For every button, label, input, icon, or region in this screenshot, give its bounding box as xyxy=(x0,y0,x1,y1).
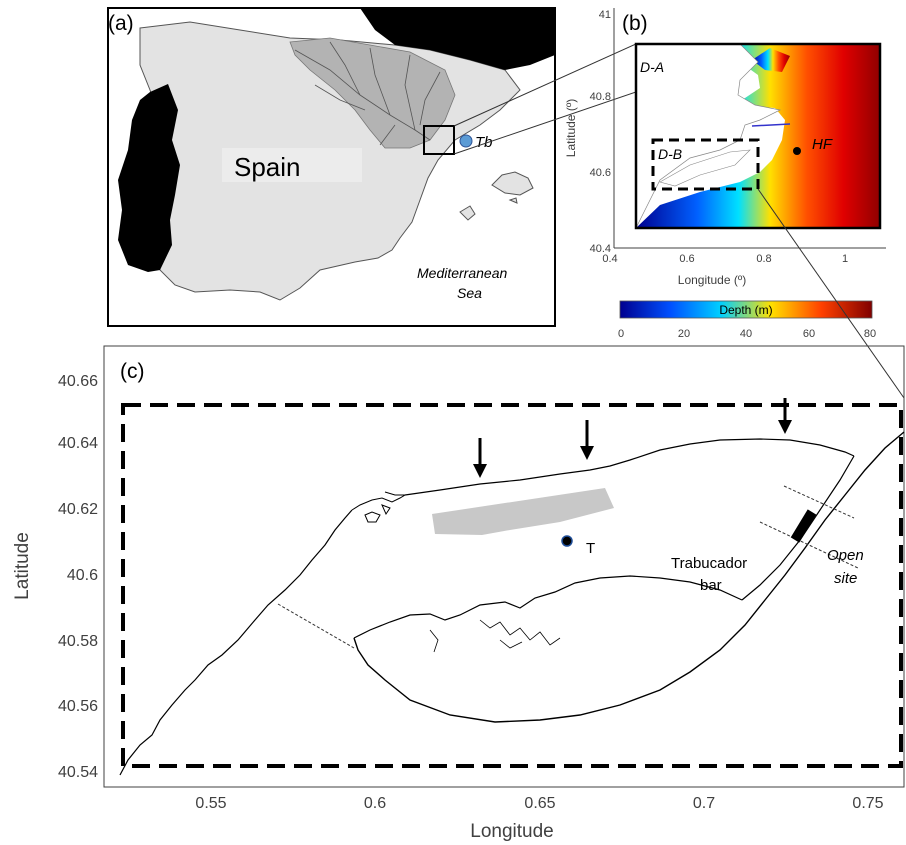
tb-marker xyxy=(459,134,473,148)
down-arrow-icon xyxy=(778,398,792,434)
trabucador-label-line2: bar xyxy=(700,577,722,594)
study-area-box xyxy=(423,125,455,155)
x-tick: 0.4 xyxy=(602,253,617,265)
colorbar-tick: 80 xyxy=(864,328,876,340)
panel-c-axes xyxy=(103,345,905,788)
panel-a-label: (a) xyxy=(108,12,134,35)
colorbar-tick: 40 xyxy=(740,328,752,340)
domain-a-box xyxy=(634,42,882,230)
mainland-coastline xyxy=(119,509,353,776)
y-tick: 40.54 xyxy=(58,764,98,781)
ebro-basin xyxy=(289,37,456,149)
x-tick: 0.6 xyxy=(679,253,694,265)
point-t-label: T xyxy=(586,540,595,557)
x-tick: 0.55 xyxy=(195,795,226,812)
x-tick: 1 xyxy=(842,253,848,265)
panel-c-xlabel: Longitude xyxy=(470,821,553,842)
panel-a-frame xyxy=(107,7,556,327)
portugal-landmass xyxy=(118,84,180,272)
domain-b-extent-box xyxy=(121,403,903,768)
x-tick: 0.65 xyxy=(524,795,555,812)
connector-a-b-top xyxy=(453,43,637,127)
open-site-segment xyxy=(790,509,817,543)
section-line-west xyxy=(277,603,355,649)
panel-a-map: Tb Spain Mediterranean Sea (a) xyxy=(107,7,556,327)
y-tick: 40.64 xyxy=(58,435,98,452)
section-line-east-2 xyxy=(759,521,859,569)
domain-b-label: D-B xyxy=(658,146,682,162)
down-arrow-icon xyxy=(473,438,487,478)
x-tick: 0.6 xyxy=(364,795,386,812)
connector-b-c xyxy=(757,188,905,399)
y-tick: 40.58 xyxy=(58,633,98,650)
y-tick: 40.6 xyxy=(67,567,98,584)
y-tick: 40.66 xyxy=(58,373,98,390)
connector-a-b-bottom xyxy=(453,91,637,155)
hf-radar-line xyxy=(751,123,791,127)
y-tick: 40.62 xyxy=(58,501,98,518)
france-landmass xyxy=(360,8,555,70)
coastline-land xyxy=(635,43,782,229)
sea-label-line1: Mediterranean xyxy=(417,265,507,281)
bathymetry-field xyxy=(636,44,880,228)
panel-c-y-ticks: 40.66 40.64 40.62 40.6 40.58 40.56 40.54 xyxy=(58,373,98,781)
point-t-marker xyxy=(561,535,573,547)
sea-label-line2: Sea xyxy=(457,285,482,301)
spain-label: Spain xyxy=(234,152,301,182)
panel-b-label: (b) xyxy=(622,12,648,35)
spain-label-box xyxy=(222,148,362,182)
colorbar-tick: 60 xyxy=(803,328,815,340)
y-tick: 40.6 xyxy=(590,167,611,179)
ebro-delta-lobe xyxy=(752,48,790,72)
x-tick: 0.7 xyxy=(693,795,715,812)
domain-a-label: D-A xyxy=(640,59,664,75)
hf-label: HF xyxy=(812,136,833,153)
x-tick: 0.8 xyxy=(756,253,771,265)
y-tick: 40.56 xyxy=(58,698,98,715)
depth-colorbar xyxy=(619,300,873,319)
panel-c-map: (c) T xyxy=(12,345,905,842)
panel-b-y-ticks: 41 40.8 40.6 40.4 xyxy=(590,9,611,255)
panel-c-ylabel: Latitude xyxy=(12,532,33,600)
panel-c-label: (c) xyxy=(120,360,145,383)
domain-b-box xyxy=(651,138,760,191)
panel-c-x-ticks: 0.55 0.6 0.65 0.7 0.75 xyxy=(195,795,883,812)
y-tick: 41 xyxy=(599,9,611,21)
balearic-islands xyxy=(459,171,534,221)
marsh-detail xyxy=(429,619,561,653)
hf-station-marker xyxy=(793,147,801,155)
port-structure xyxy=(351,491,407,523)
tb-label: Tb xyxy=(475,134,493,151)
y-tick: 40.4 xyxy=(590,243,611,255)
open-site-label-line2: site xyxy=(834,570,857,587)
colorbar-tick: 0 xyxy=(618,328,624,340)
panel-b-xlabel: Longitude (º) xyxy=(678,273,746,287)
trabucador-label-line1: Trabucador xyxy=(671,555,747,572)
arrow-markers xyxy=(473,398,792,478)
open-sea-coastline xyxy=(353,431,905,723)
panel-b-x-ticks: 0.4 0.6 0.8 1 xyxy=(602,253,848,265)
open-site-label-line1: Open xyxy=(827,547,864,564)
colorbar-tick: 20 xyxy=(678,328,690,340)
alfacs-bay xyxy=(659,149,751,187)
down-arrow-icon xyxy=(580,420,594,460)
panel-b-ylabel: Latitude (º) xyxy=(564,99,578,157)
panel-b-map: HF D-A D-B 0.4 0.6 0.8 1 Longitude (º) 4… xyxy=(564,8,886,340)
study-band xyxy=(432,488,614,535)
y-tick: 40.8 xyxy=(590,91,611,103)
ebro-rivers xyxy=(294,41,441,146)
x-tick: 0.75 xyxy=(852,795,883,812)
colorbar-ticks: 0 20 40 60 80 xyxy=(618,328,876,340)
panel-b-axes xyxy=(613,8,886,249)
colorbar-label: Depth (m) xyxy=(719,303,772,317)
northern-bay-shore xyxy=(404,438,855,496)
southern-bay-shore xyxy=(353,575,743,639)
section-line-east-1 xyxy=(783,485,855,519)
